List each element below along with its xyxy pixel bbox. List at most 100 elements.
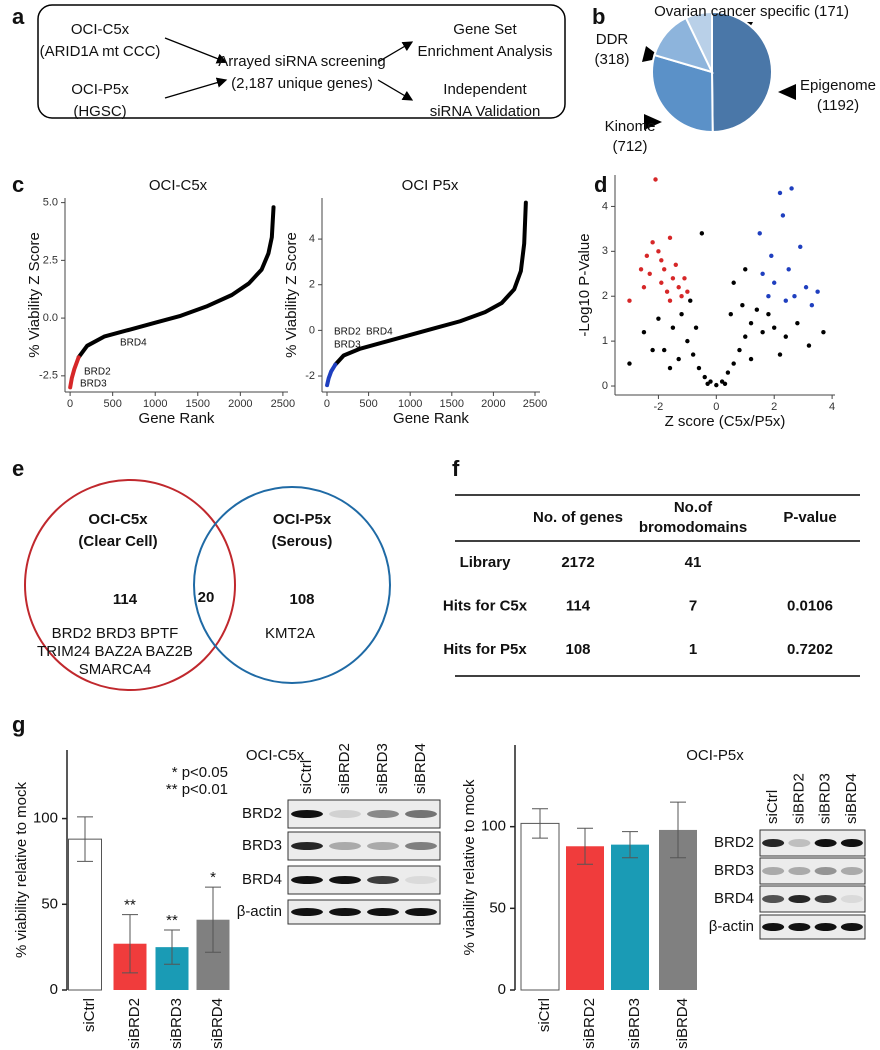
bar xyxy=(520,822,560,991)
blot-band xyxy=(788,839,811,847)
blot-band xyxy=(762,839,785,847)
point xyxy=(769,253,774,259)
x-tick-label: siCtrl xyxy=(81,998,98,1032)
point xyxy=(670,325,676,330)
table-cell: 2172 xyxy=(561,554,594,571)
blot-band xyxy=(814,867,837,875)
blot-band xyxy=(814,923,837,931)
point xyxy=(766,294,771,299)
table-cell: 7 xyxy=(689,597,697,614)
x-tick-label: siBRD2 xyxy=(126,998,143,1049)
pie-slice xyxy=(711,10,774,134)
panel-label: a xyxy=(12,4,25,29)
point xyxy=(664,289,670,294)
blot-band xyxy=(840,839,863,847)
point xyxy=(685,289,690,294)
point xyxy=(656,316,661,321)
diagram-text: (HGSC) xyxy=(73,103,126,120)
blot-band xyxy=(291,908,323,916)
table-header: No. of genes xyxy=(533,509,623,526)
point xyxy=(650,240,655,245)
point xyxy=(659,258,664,263)
chart-title: OCI-C5x xyxy=(149,177,208,194)
blot-band xyxy=(840,867,863,875)
x-tick-label: 1500 xyxy=(440,398,464,410)
y-axis-label: % Viability Z Score xyxy=(283,232,300,358)
table-header: P-value xyxy=(783,509,836,526)
point xyxy=(679,311,684,317)
lane-label: siBRD4 xyxy=(843,773,860,824)
diagram-text: Independent xyxy=(443,81,527,98)
point xyxy=(690,352,696,357)
diagram-text: OCI-P5x xyxy=(71,81,129,98)
y-tick-label: 4 xyxy=(309,233,315,245)
venn-genes: BRD2 BRD3 BPTF xyxy=(52,625,179,642)
point xyxy=(714,382,719,388)
blot-row-label: β-actin xyxy=(709,918,754,935)
pie-slice xyxy=(684,10,713,73)
point xyxy=(627,361,632,366)
error-bar xyxy=(77,816,93,862)
point xyxy=(659,280,664,285)
x-axis-label: Z score (C5x/P5x) xyxy=(665,413,786,430)
point xyxy=(748,356,754,362)
x-tick-label: siBRD4 xyxy=(674,998,691,1049)
blot-band xyxy=(762,867,785,875)
bar xyxy=(68,838,102,991)
blot-band xyxy=(788,867,811,875)
point xyxy=(676,356,681,362)
blot-band xyxy=(367,842,399,850)
blot-band xyxy=(329,842,361,850)
rank-curve xyxy=(68,355,81,390)
point xyxy=(650,347,655,353)
venn-genes: SMARCA4 xyxy=(79,661,152,678)
significance: ** xyxy=(124,897,136,914)
annotation: BRD3 xyxy=(80,379,107,390)
chart-title: OCI-P5x xyxy=(686,747,744,764)
diagram-text: (2,187 unique genes) xyxy=(231,75,373,92)
blot-band xyxy=(840,923,863,931)
y-tick-label: 50 xyxy=(489,899,506,916)
point xyxy=(688,298,693,303)
point xyxy=(803,285,809,290)
point xyxy=(662,267,667,272)
blot-band xyxy=(788,923,811,931)
blot-band xyxy=(405,908,437,916)
y-tick-label: 2 xyxy=(602,290,608,302)
point xyxy=(737,347,742,353)
venn-count: 114 xyxy=(113,591,138,608)
venn-circle xyxy=(193,486,391,684)
diagram-text: Enrichment Analysis xyxy=(417,43,552,60)
arrow xyxy=(377,79,414,101)
blot-row-label: BRD2 xyxy=(714,834,754,851)
pie-label: Ovarian cancer specific xyxy=(654,3,810,20)
bar xyxy=(566,846,604,990)
x-tick-label: siBRD2 xyxy=(581,998,598,1049)
venn-genes: TRIM24 BAZ2A BAZ2B xyxy=(37,643,193,660)
table-cell: 1 xyxy=(689,641,697,658)
point xyxy=(783,334,788,339)
blot-band xyxy=(405,810,437,818)
pie-pointer xyxy=(778,84,796,100)
point xyxy=(653,177,658,182)
annotation: BRD3 xyxy=(334,340,361,351)
x-tick-label: 1000 xyxy=(143,398,167,410)
chart-title: OCI P5x xyxy=(402,177,459,194)
pie-slice xyxy=(651,53,714,133)
point xyxy=(670,276,676,281)
point xyxy=(728,311,733,317)
error-bar xyxy=(122,914,138,974)
blot-band xyxy=(291,842,323,850)
point xyxy=(748,320,754,326)
blot-row xyxy=(759,857,866,885)
x-tick-label: 500 xyxy=(359,398,377,410)
venn-genes: KMT2A xyxy=(265,625,315,642)
point xyxy=(760,271,765,276)
point xyxy=(627,298,632,303)
venn-circle xyxy=(24,479,236,691)
blot-row-label: BRD3 xyxy=(714,862,754,879)
x-tick-label: siBRD4 xyxy=(209,998,226,1049)
y-tick-label: 2 xyxy=(309,279,315,291)
point xyxy=(641,285,647,290)
lane-label: siBRD3 xyxy=(374,743,391,794)
